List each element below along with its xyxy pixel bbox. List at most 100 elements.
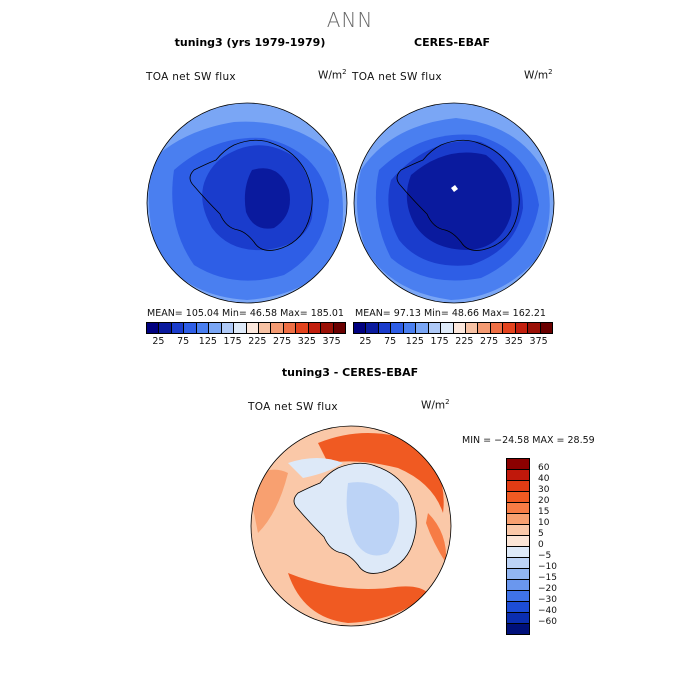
colorbar-tick-label: 375	[529, 336, 548, 347]
colorbar-swatch	[540, 323, 552, 333]
colorbar-tick-label: 75	[384, 336, 397, 347]
colorbar-tick-label: −10	[538, 562, 557, 572]
colorbar-tick-label: 75	[177, 336, 190, 347]
model-unit-label: W/m2	[318, 68, 347, 82]
colorbar-swatch	[333, 323, 345, 333]
colorbar-swatch	[507, 613, 529, 624]
diff-unit-label: W/m2	[421, 398, 450, 412]
model-panel-title: tuning3 (yrs 1979-1979)	[174, 36, 326, 49]
colorbar-swatch	[507, 492, 529, 503]
colorbar-tick-label: 25	[152, 336, 165, 347]
model-stats: MEAN= 105.04 Min= 46.58 Max= 185.01	[147, 308, 344, 319]
colorbar-swatch	[507, 547, 529, 558]
obs-coastline	[396, 139, 520, 251]
colorbar-tick-label: 60	[538, 463, 550, 473]
colorbar-tick-label: 225	[248, 336, 267, 347]
colorbar-swatch	[321, 323, 334, 333]
colorbar-swatch	[507, 514, 529, 525]
obs-variable-label: TOA net SW flux	[352, 71, 442, 83]
colorbar-tick-label: 125	[405, 336, 424, 347]
colorbar-tick-label: 325	[297, 336, 316, 347]
colorbar-swatch	[416, 323, 429, 333]
colorbar-swatch	[507, 481, 529, 492]
colorbar-tick-label: −20	[538, 584, 557, 594]
colorbar-tick-label: 0	[538, 540, 544, 550]
colorbar-swatch	[308, 323, 322, 333]
colorbar-swatch	[465, 323, 479, 333]
colorbar-tick-label: 30	[538, 485, 550, 495]
colorbar-swatch	[507, 459, 529, 470]
diff-polar-map	[250, 425, 452, 627]
colorbar-tick-label: 275	[480, 336, 499, 347]
diff-coastline	[293, 462, 417, 574]
model-variable-label: TOA net SW flux	[146, 71, 236, 83]
colorbar-swatch	[378, 323, 392, 333]
colorbar-swatch	[221, 323, 235, 333]
diff-panel-title: tuning3 - CERES-EBAF	[281, 366, 419, 379]
figure-title: ANN	[326, 8, 374, 32]
colorbar-swatch	[515, 323, 529, 333]
colorbar-swatch	[507, 470, 529, 481]
colorbar-tick-label: −40	[538, 606, 557, 616]
colorbar-swatch	[366, 323, 379, 333]
colorbar-swatch	[507, 569, 529, 580]
colorbar-tick-label: −5	[538, 551, 552, 561]
colorbar-tick-label: 325	[504, 336, 523, 347]
colorbar-swatch	[184, 323, 197, 333]
obs-polar-map	[353, 102, 555, 304]
obs-panel-title: CERES-EBAF	[414, 36, 490, 49]
diff-stats: MIN = −24.58 MAX = 28.59	[462, 435, 595, 446]
colorbar-swatch	[441, 323, 454, 333]
colorbar-swatch	[428, 323, 442, 333]
colorbar-swatch	[234, 323, 247, 333]
colorbar-swatch	[296, 323, 309, 333]
colorbar-tick-label: 10	[538, 518, 550, 528]
colorbar-tick-label: 275	[273, 336, 292, 347]
colorbar-swatch	[528, 323, 541, 333]
colorbar-tick-label: 375	[322, 336, 341, 347]
colorbar-tick-label: −60	[538, 617, 557, 627]
colorbar-tick-label: 125	[198, 336, 217, 347]
colorbar-swatch	[246, 323, 259, 333]
colorbar-swatch	[159, 323, 172, 333]
colorbar-swatch	[258, 323, 272, 333]
colorbar-tick-label: 40	[538, 474, 550, 484]
colorbar-swatch	[403, 323, 417, 333]
colorbar-swatch	[503, 323, 516, 333]
colorbar-swatch	[209, 323, 222, 333]
colorbar-swatch	[391, 323, 404, 333]
model-polar-map	[146, 102, 348, 304]
colorbar-swatch	[478, 323, 491, 333]
diff-colorbar	[506, 458, 530, 635]
colorbar-swatch	[507, 624, 529, 634]
colorbar-swatch	[507, 602, 529, 613]
colorbar-swatch	[453, 323, 466, 333]
colorbar-swatch	[271, 323, 284, 333]
colorbar-swatch	[147, 323, 160, 333]
colorbar-swatch	[507, 503, 529, 514]
colorbar-swatch	[354, 323, 367, 333]
colorbar-swatch	[507, 580, 529, 591]
obs-unit-label: W/m2	[524, 68, 553, 82]
model-colorbar	[146, 322, 346, 334]
model-coastline	[189, 139, 313, 251]
colorbar-tick-label: 175	[223, 336, 242, 347]
colorbar-tick-label: 175	[430, 336, 449, 347]
obs-stats: MEAN= 97.13 Min= 48.66 Max= 162.21	[355, 308, 546, 319]
colorbar-tick-label: 25	[359, 336, 372, 347]
colorbar-swatch	[507, 525, 529, 536]
colorbar-swatch	[507, 536, 529, 547]
colorbar-tick-label: 5	[538, 529, 544, 539]
colorbar-swatch	[507, 591, 529, 602]
colorbar-tick-label: −15	[538, 573, 557, 583]
colorbar-swatch	[507, 558, 529, 569]
obs-colorbar	[353, 322, 553, 334]
colorbar-tick-label: −30	[538, 595, 557, 605]
colorbar-swatch	[490, 323, 504, 333]
colorbar-tick-label: 225	[455, 336, 474, 347]
colorbar-swatch	[171, 323, 185, 333]
colorbar-swatch	[283, 323, 297, 333]
diff-variable-label: TOA net SW flux	[248, 401, 338, 413]
colorbar-tick-label: 20	[538, 496, 550, 506]
colorbar-tick-label: 15	[538, 507, 550, 517]
